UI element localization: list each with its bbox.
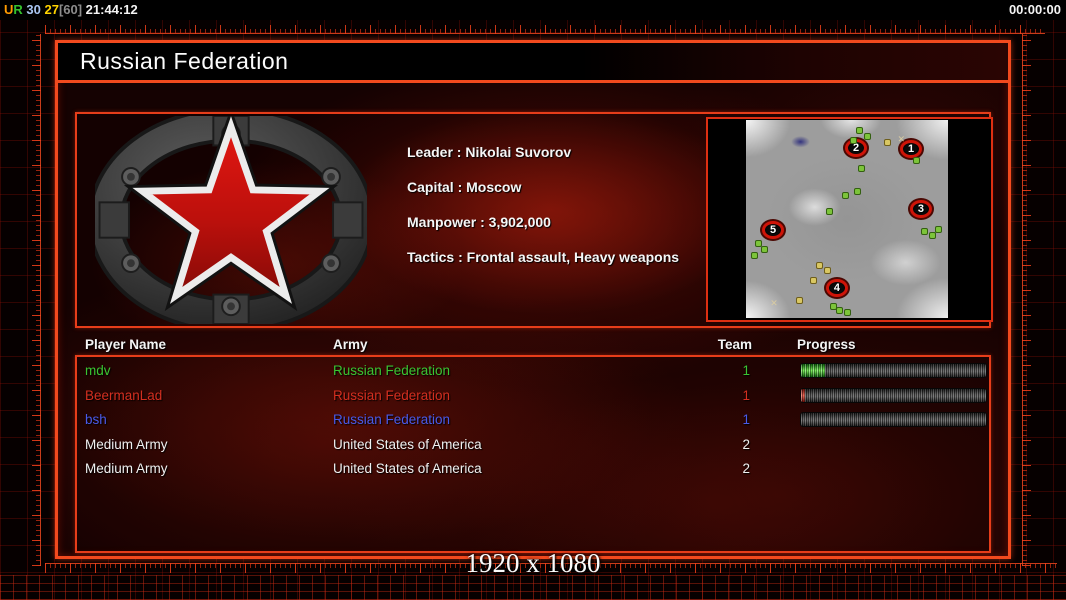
map-marker-number: 2 bbox=[853, 141, 860, 154]
tree-icon bbox=[935, 226, 941, 232]
tree-icon bbox=[830, 304, 836, 310]
player-name: BeermanLad bbox=[85, 387, 163, 403]
tree-icon bbox=[842, 193, 848, 199]
minimap-panel: 1 2 3 4 5 ✕ ✕ bbox=[706, 117, 993, 322]
map-marker-number: 4 bbox=[833, 282, 840, 295]
tree-icon bbox=[826, 209, 832, 215]
faction-capital: Capital : Moscow bbox=[407, 179, 522, 195]
tree-icon bbox=[762, 246, 768, 252]
wreck-icon: ✕ bbox=[770, 298, 778, 309]
status-token: 27 bbox=[40, 2, 59, 17]
ruler-top bbox=[45, 25, 1045, 34]
supply-icon bbox=[816, 262, 822, 268]
map-marker: 5 bbox=[762, 221, 785, 240]
player-army: Russian Federation bbox=[333, 387, 451, 403]
progress-fill bbox=[801, 388, 805, 402]
progress-bar bbox=[800, 363, 987, 378]
player-name: Medium Army bbox=[85, 461, 168, 476]
supply-icon bbox=[810, 278, 816, 284]
map-marker: 1 bbox=[900, 139, 923, 158]
net-stats: UR 30 27[60] 21:44:12 bbox=[4, 1, 138, 19]
status-token: U bbox=[4, 2, 14, 17]
progress-fill bbox=[801, 364, 826, 377]
players-table: mdv Russian Federation 1 BeermanLad Russ… bbox=[75, 355, 991, 553]
supply-icon bbox=[796, 298, 802, 304]
main-frame: Russian Federation bbox=[55, 40, 1011, 559]
player-army: United States of America bbox=[333, 436, 482, 452]
header-player-name: Player Name bbox=[85, 337, 167, 352]
tree-icon bbox=[921, 228, 927, 234]
background-grid-bright bbox=[0, 575, 1066, 600]
map-marker: 4 bbox=[825, 279, 848, 298]
map-marker: 3 bbox=[909, 199, 932, 218]
player-row: bsh Russian Federation 1 bbox=[77, 408, 989, 433]
header-team: Team bbox=[717, 337, 752, 352]
supply-icon bbox=[824, 268, 830, 274]
player-army: Russian Federation bbox=[333, 363, 451, 378]
title-bar: Russian Federation bbox=[58, 43, 1008, 83]
page-title: Russian Federation bbox=[80, 48, 289, 74]
player-name: mdv bbox=[85, 363, 111, 378]
ruler-bottom bbox=[45, 563, 1057, 573]
player-row: Medium Army United States of America 2 bbox=[77, 457, 989, 482]
ruler-left bbox=[32, 34, 41, 566]
player-name: Medium Army bbox=[85, 436, 168, 452]
faction-info: Leader : Nikolai Suvorov Capital : Mosco… bbox=[407, 144, 679, 284]
status-token: [60] bbox=[58, 2, 83, 17]
match-timer: 00:00:00 bbox=[1008, 2, 1061, 17]
progress-bar bbox=[800, 412, 987, 427]
faction-tactics: Tactics : Frontal assault, Heavy weapons bbox=[407, 249, 680, 265]
player-row: BeermanLad Russian Federation 1 bbox=[77, 384, 989, 409]
player-army: United States of America bbox=[333, 461, 482, 476]
supply-icon bbox=[885, 139, 891, 145]
map-marker: 2 bbox=[845, 138, 868, 157]
minimap-image: 1 2 3 4 5 ✕ ✕ bbox=[746, 120, 948, 318]
player-team: 1 bbox=[742, 412, 750, 427]
player-row: Medium Army United States of America 2 bbox=[77, 433, 989, 458]
header-army: Army bbox=[333, 337, 368, 352]
players-table-header: Player Name Army Team Progress bbox=[58, 337, 1008, 353]
header-progress: Progress bbox=[797, 337, 856, 352]
tree-icon bbox=[836, 308, 842, 314]
clock: 21:44:12 bbox=[82, 2, 138, 17]
player-team: 2 bbox=[742, 436, 750, 452]
player-team: 1 bbox=[742, 363, 750, 378]
tree-icon bbox=[865, 133, 871, 139]
tree-icon bbox=[929, 232, 935, 238]
status-token: R bbox=[13, 2, 23, 17]
resolution-label: 1920 x 1080 bbox=[465, 548, 601, 578]
faction-leader: Leader : Nikolai Suvorov bbox=[407, 144, 572, 160]
ruler-right bbox=[1022, 34, 1031, 566]
tree-icon bbox=[857, 127, 863, 133]
tree-icon bbox=[845, 310, 850, 316]
player-name: bsh bbox=[85, 412, 107, 427]
faction-panel: Leader : Nikolai Suvorov Capital : Mosco… bbox=[75, 112, 993, 328]
faction-star-emblem-icon bbox=[95, 116, 367, 324]
tree-icon bbox=[913, 157, 919, 163]
tree-icon bbox=[855, 189, 861, 195]
tree-icon bbox=[851, 137, 857, 143]
player-team: 1 bbox=[742, 387, 750, 403]
map-marker-number: 3 bbox=[917, 202, 924, 215]
tree-icon bbox=[756, 240, 762, 246]
player-row: mdv Russian Federation 1 bbox=[77, 359, 989, 384]
wreck-icon: ✕ bbox=[897, 133, 906, 144]
status-bar: UR 30 27[60] 21:44:12 00:00:00 bbox=[0, 0, 1066, 20]
player-team: 2 bbox=[742, 461, 750, 476]
player-army: Russian Federation bbox=[333, 412, 451, 427]
tree-icon bbox=[859, 165, 865, 171]
faction-manpower: Manpower : 3,902,000 bbox=[407, 214, 551, 230]
tree-icon bbox=[752, 252, 758, 258]
map-marker-number: 5 bbox=[770, 224, 777, 237]
status-token: 30 bbox=[22, 2, 41, 17]
map-marker-number: 1 bbox=[907, 142, 915, 155]
progress-bar bbox=[800, 387, 987, 403]
